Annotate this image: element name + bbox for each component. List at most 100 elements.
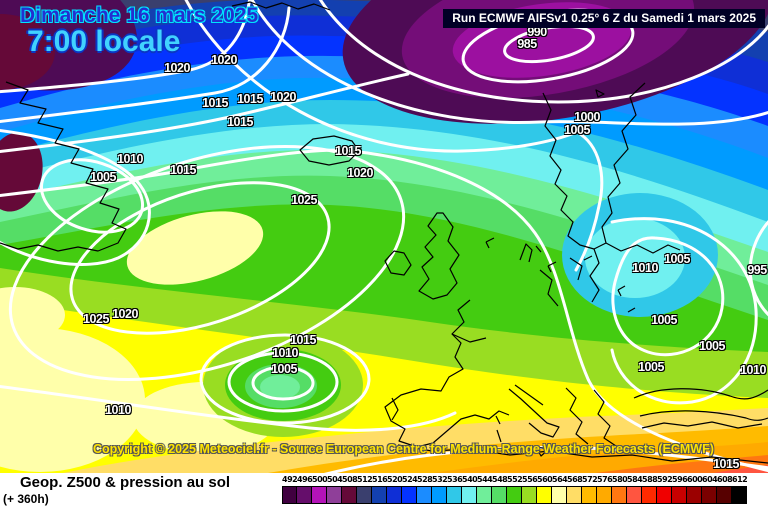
scale-cell-564: 564 bbox=[551, 475, 568, 504]
geopotential-color-scale: 492 496 500 504 508 512 516 520 524 528 532 536 540 5… bbox=[282, 475, 748, 504]
scale-cell-592: 592 bbox=[656, 475, 673, 504]
scale-cell-604: 604 bbox=[701, 475, 718, 504]
scale-cell-552: 552 bbox=[506, 475, 523, 504]
scale-cell-572: 572 bbox=[581, 475, 598, 504]
scale-value-label: 492 bbox=[282, 475, 298, 484]
scale-cell-580: 580 bbox=[611, 475, 628, 504]
scale-cell-504: 504 bbox=[326, 475, 343, 504]
scale-value-label: 512 bbox=[357, 475, 373, 484]
scale-color-swatch bbox=[716, 486, 732, 504]
scale-value-label: 608 bbox=[717, 475, 733, 484]
copyright-label: Copyright © 2025 Meteociel.fr - Source E… bbox=[93, 442, 714, 456]
scale-value-label: 500 bbox=[312, 475, 328, 484]
scale-color-swatch bbox=[386, 486, 402, 504]
scale-cell-600: 600 bbox=[686, 475, 703, 504]
scale-color-swatch bbox=[551, 486, 567, 504]
scale-color-swatch bbox=[341, 486, 357, 504]
scale-color-swatch bbox=[461, 486, 477, 504]
scale-value-label: 576 bbox=[597, 475, 613, 484]
forecast-step-label: (+ 360h) bbox=[3, 492, 49, 506]
scale-cell-576: 576 bbox=[596, 475, 613, 504]
forecast-time-label: 7:00 locale bbox=[27, 25, 181, 58]
scale-cell-492: 492 bbox=[282, 475, 298, 504]
scale-color-swatch bbox=[416, 486, 432, 504]
scale-value-label: 560 bbox=[537, 475, 553, 484]
scale-value-label: 596 bbox=[672, 475, 688, 484]
scale-value-label: 544 bbox=[477, 475, 493, 484]
scale-value-label: 516 bbox=[372, 475, 388, 484]
scale-color-swatch bbox=[491, 486, 507, 504]
scale-color-swatch bbox=[731, 486, 747, 504]
scale-color-swatch bbox=[686, 486, 702, 504]
scale-cell-596: 596 bbox=[671, 475, 688, 504]
scale-value-label: 540 bbox=[462, 475, 478, 484]
scale-value-label: 592 bbox=[657, 475, 673, 484]
scale-color-swatch bbox=[581, 486, 597, 504]
scale-color-swatch bbox=[521, 486, 537, 504]
scale-cell-528: 528 bbox=[416, 475, 433, 504]
scale-cell-584: 584 bbox=[626, 475, 643, 504]
scale-cell-588: 588 bbox=[641, 475, 658, 504]
scale-color-swatch bbox=[701, 486, 717, 504]
scale-cell-612: 612 bbox=[731, 475, 748, 504]
scale-color-swatch bbox=[401, 486, 417, 504]
scale-color-swatch bbox=[536, 486, 552, 504]
weather-map: 990 985 1020 1020 1015 1015 1020 1015 1010 1005 10… bbox=[0, 0, 768, 473]
scale-color-swatch bbox=[282, 486, 297, 504]
scale-cell-520: 520 bbox=[386, 475, 403, 504]
scale-color-swatch bbox=[431, 486, 447, 504]
scale-color-swatch bbox=[371, 486, 387, 504]
eastern-cutoff-low-fill bbox=[562, 193, 718, 317]
scale-color-swatch bbox=[476, 486, 492, 504]
scale-cell-536: 536 bbox=[446, 475, 463, 504]
scale-cell-512: 512 bbox=[356, 475, 373, 504]
scale-color-swatch bbox=[626, 486, 642, 504]
scale-value-label: 584 bbox=[627, 475, 643, 484]
scale-value-label: 508 bbox=[342, 475, 358, 484]
scale-cell-560: 560 bbox=[536, 475, 553, 504]
scale-color-swatch bbox=[611, 486, 627, 504]
scale-color-swatch bbox=[656, 486, 672, 504]
scale-color-swatch bbox=[326, 486, 342, 504]
scale-color-swatch bbox=[446, 486, 462, 504]
scale-cell-524: 524 bbox=[401, 475, 418, 504]
scale-cell-496: 496 bbox=[296, 475, 313, 504]
scale-color-swatch bbox=[356, 486, 372, 504]
scale-cell-500: 500 bbox=[311, 475, 328, 504]
scale-value-label: 520 bbox=[387, 475, 403, 484]
scale-cell-516: 516 bbox=[371, 475, 388, 504]
geopotential-fill-layer-south bbox=[0, 211, 768, 473]
scale-value-label: 532 bbox=[432, 475, 448, 484]
coastlines bbox=[0, 1, 768, 464]
scale-value-label: 504 bbox=[327, 475, 343, 484]
scale-value-label: 580 bbox=[612, 475, 628, 484]
scale-color-swatch bbox=[506, 486, 522, 504]
scale-value-label: 524 bbox=[402, 475, 418, 484]
scale-cell-556: 556 bbox=[521, 475, 538, 504]
scale-cell-508: 508 bbox=[341, 475, 358, 504]
scale-cell-532: 532 bbox=[431, 475, 448, 504]
scale-value-label: 588 bbox=[642, 475, 658, 484]
scale-value-label: 564 bbox=[552, 475, 568, 484]
model-run-label: Run ECMWF AIFSv1 0.25° 6 Z du Samedi 1 m… bbox=[443, 9, 765, 28]
geopotential-pressure-map bbox=[0, 0, 768, 473]
scale-value-label: 496 bbox=[297, 475, 313, 484]
isobar-contours bbox=[0, 0, 768, 473]
scale-value-label: 536 bbox=[447, 475, 463, 484]
scale-color-swatch bbox=[296, 486, 312, 504]
map-title: Geop. Z500 & pression au sol bbox=[20, 474, 231, 491]
scale-value-label: 548 bbox=[492, 475, 508, 484]
forecast-date-label: Dimanche 16 mars 2025 bbox=[20, 4, 259, 27]
scale-value-label: 556 bbox=[522, 475, 538, 484]
scale-cell-540: 540 bbox=[461, 475, 478, 504]
scale-value-label: 612 bbox=[732, 475, 748, 484]
scale-value-label: 572 bbox=[582, 475, 598, 484]
scale-color-swatch bbox=[596, 486, 612, 504]
scale-cell-544: 544 bbox=[476, 475, 493, 504]
scale-value-label: 528 bbox=[417, 475, 433, 484]
scale-cell-548: 548 bbox=[491, 475, 508, 504]
scale-color-swatch bbox=[671, 486, 687, 504]
scale-color-swatch bbox=[311, 486, 327, 504]
scale-value-label: 552 bbox=[507, 475, 523, 484]
